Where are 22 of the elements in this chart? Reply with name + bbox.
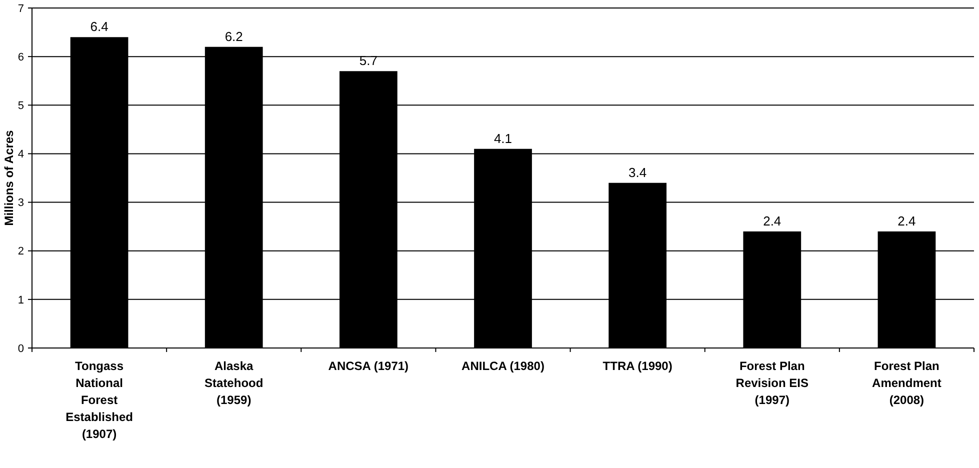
- y-tick-label: 1: [18, 294, 24, 306]
- y-tick-label: 7: [18, 2, 24, 15]
- y-tick-label: 2: [18, 246, 24, 258]
- data-label: 2.4: [763, 213, 782, 228]
- x-tick-label: ANILCA (1980): [462, 359, 544, 373]
- data-label: 6.2: [224, 28, 243, 44]
- x-tick-label: ANCSA (1971): [328, 359, 409, 373]
- x-tick-label: Forest Plan Revision EIS (1997): [736, 359, 808, 407]
- data-label: 3.4: [628, 164, 647, 180]
- data-label: 2.4: [898, 213, 916, 228]
- y-tick-label: 5: [18, 100, 24, 112]
- x-tick-label: TTRA (1990): [602, 359, 672, 373]
- y-tick-label: 0: [18, 342, 24, 355]
- y-tick-label: 3: [18, 197, 24, 210]
- x-tick-label: Alaska Statehood (1959): [204, 359, 264, 407]
- data-label: 6.4: [90, 19, 108, 34]
- y-axis-title: Millions of Acres: [2, 130, 16, 226]
- x-tick-label: Tongass National Forest Established (1907): [66, 359, 133, 441]
- data-label: 4.1: [494, 130, 512, 146]
- x-tick-label: Forest Plan Amendment (2008): [872, 359, 942, 407]
- y-tick-label: 6: [18, 51, 24, 64]
- y-tick-label: 4: [18, 148, 24, 161]
